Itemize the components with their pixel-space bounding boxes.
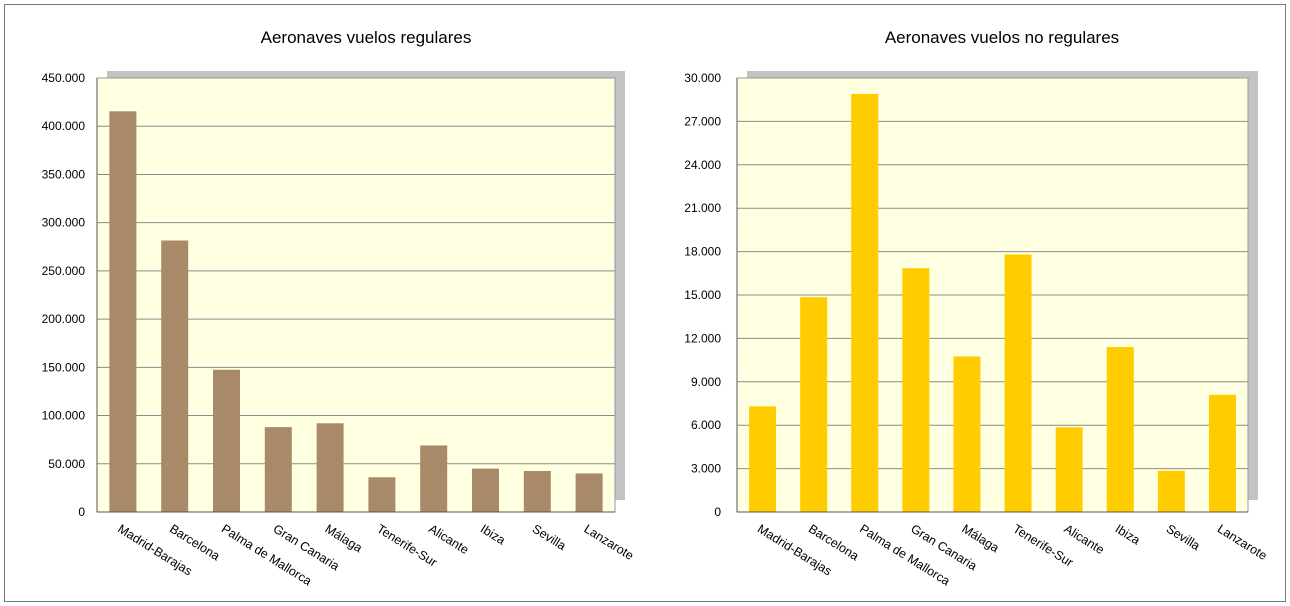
chart-title: Aeronaves vuelos regulares <box>261 28 472 47</box>
y-tick-label: 27.000 <box>684 114 721 128</box>
x-category-label: Sevilla <box>530 522 569 553</box>
bar-sevilla <box>1157 470 1185 512</box>
bar-gran-canaria <box>264 427 292 512</box>
bar-málaga <box>316 423 344 512</box>
bar-barcelona <box>800 297 828 512</box>
bar-sevilla <box>523 471 551 512</box>
x-category-label: Alicante <box>426 522 471 557</box>
y-tick-label: 21.000 <box>684 201 721 215</box>
bar-tenerife-sur <box>1004 254 1032 512</box>
y-tick-label: 50.000 <box>48 457 85 471</box>
charts-canvas: Aeronaves vuelos regulares 0 50.000 100.000… <box>42 28 1270 588</box>
bar-barcelona <box>161 240 189 512</box>
bar-ibiza <box>1106 347 1134 512</box>
y-tick-label: 100.000 <box>42 409 86 423</box>
x-category-label: Palma de Mallorca <box>219 522 314 589</box>
bar-palma-de-mallorca <box>213 369 240 512</box>
y-tick-label: 6.000 <box>691 418 721 432</box>
y-tick-label: 450.000 <box>42 71 86 85</box>
x-category-label: Málaga <box>959 522 1001 556</box>
y-tick-label: 30.000 <box>684 71 721 85</box>
x-category-label: Málaga <box>323 522 365 556</box>
x-category-label: Lanzarote <box>1215 522 1270 563</box>
y-tick-label: 9.000 <box>691 375 721 389</box>
bar-lanzarote <box>1208 394 1236 512</box>
y-tick-label: 350.000 <box>42 167 86 181</box>
y-tick-label: 400.000 <box>42 119 86 133</box>
figure-frame: Aeronaves vuelos regulares 0 50.000 100.000… <box>4 4 1286 602</box>
y-tick-label: 3.000 <box>691 462 721 476</box>
bar-madrid-barajas <box>109 111 137 513</box>
bar-madrid-barajas <box>749 406 777 512</box>
bar-gran-canaria <box>902 268 930 512</box>
bar-lanzarote <box>575 473 603 512</box>
x-category-label: Ibiza <box>478 522 508 548</box>
x-category-label: Alicante <box>1062 522 1107 557</box>
chart-title: Aeronaves vuelos no regulares <box>885 28 1119 47</box>
y-tick-label: 150.000 <box>42 360 86 374</box>
x-category-label: Palma de Mallorca <box>857 522 952 589</box>
y-tick-label: 250.000 <box>42 264 86 278</box>
chart-non-regular-flights: Aeronaves vuelos no regulares 0 3.000 6.000… <box>684 28 1269 588</box>
bar-palma-de-mallorca <box>851 93 879 512</box>
x-category-label: Ibiza <box>1113 522 1143 548</box>
y-tick-label: 0 <box>78 505 85 519</box>
bar-tenerife-sur <box>368 477 396 512</box>
bar-málaga <box>953 356 981 512</box>
y-tick-label: 0 <box>714 505 721 519</box>
bar-ibiza <box>472 468 499 512</box>
bar-alicante <box>1055 427 1083 512</box>
x-category-label: Lanzarote <box>582 522 637 563</box>
y-tick-label: 15.000 <box>684 288 721 302</box>
y-tick-label: 200.000 <box>42 312 86 326</box>
bar-alicante <box>420 445 448 512</box>
y-tick-label: 18.000 <box>684 245 721 259</box>
y-tick-label: 12.000 <box>684 331 721 345</box>
y-tick-label: 300.000 <box>42 216 86 230</box>
x-category-label: Sevilla <box>1164 522 1203 553</box>
y-tick-label: 24.000 <box>684 158 721 172</box>
chart-regular-flights: Aeronaves vuelos regulares 0 50.000 100.000… <box>42 28 637 588</box>
